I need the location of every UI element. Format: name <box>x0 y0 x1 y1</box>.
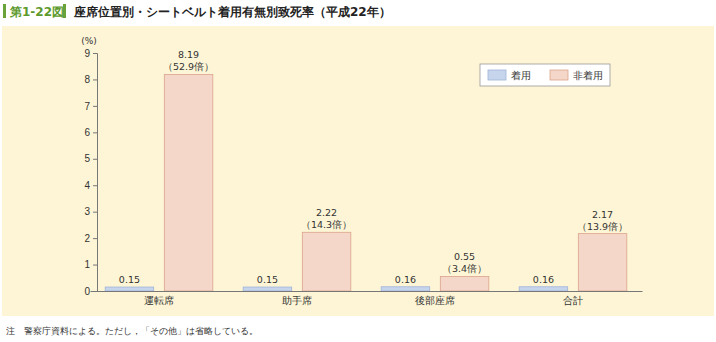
bar <box>519 287 567 291</box>
data-label: 2.22 <box>316 207 337 218</box>
legend-box <box>480 64 610 86</box>
ratio-label: （3.4倍） <box>442 263 487 274</box>
y-tick: 8 <box>84 74 97 85</box>
bar <box>302 232 350 291</box>
y-axis: 0 1 2 3 4 5 6 7 8 9 <box>84 48 97 297</box>
legend-label: 非着用 <box>573 70 603 81</box>
x-tick: 後部座席 <box>415 295 455 306</box>
y-tick: 7 <box>84 101 97 112</box>
data-label: 0.16 <box>533 274 554 285</box>
x-axis-line <box>91 291 643 292</box>
bar <box>105 287 153 291</box>
y-tick-label: 9 <box>84 48 90 59</box>
y-tick-mark <box>93 159 97 160</box>
bar <box>164 74 212 291</box>
data-label: 8.19 <box>178 49 199 60</box>
bar <box>381 287 429 291</box>
ratio-label: （52.9倍） <box>163 61 214 72</box>
y-tick: 9 <box>84 48 97 59</box>
y-tick-mark <box>93 185 97 186</box>
note: 注 警察庁資料による。ただし，「その他」は省略している。 <box>6 326 258 336</box>
header-mark <box>3 4 6 18</box>
figure-label: 第1-22図 <box>9 5 64 19</box>
x-tick-label: 後部座席 <box>415 295 455 306</box>
data-label: 0.16 <box>395 274 416 285</box>
bar <box>440 276 488 291</box>
x-tick: 合計 <box>563 295 583 306</box>
y-tick-mark <box>93 238 97 239</box>
data-label: 0.55 <box>454 251 475 262</box>
ratio-label: （13.9倍） <box>577 221 628 232</box>
y-tick-label: 0 <box>84 286 90 297</box>
legend-label: 着用 <box>511 70 531 81</box>
legend-swatch <box>488 70 506 80</box>
x-axis: 運転席 助手席 後部座席 合計 <box>91 292 643 307</box>
y-axis-title: (%) <box>81 36 97 46</box>
legend-swatch <box>550 70 568 80</box>
x-tick: 助手席 <box>282 295 312 306</box>
y-tick-label: 1 <box>84 259 90 270</box>
y-tick-label: 6 <box>84 127 90 138</box>
legend-item: 非着用 <box>550 70 603 81</box>
y-tick-label: 8 <box>84 74 90 85</box>
y-tick: 3 <box>84 206 97 217</box>
y-tick-label: 7 <box>84 101 90 112</box>
bars <box>105 74 627 291</box>
bar <box>243 287 291 291</box>
data-label: 0.15 <box>257 274 278 285</box>
title: 座席位置別・シートベルト着用有無別致死率（平成22年） <box>73 5 391 19</box>
data-labels: 0.15 0.15 0.16 0.16 （52.9倍）8.19 （14.3倍）2.22 （3… <box>119 49 628 285</box>
y-tick-label: 2 <box>84 233 90 244</box>
ratio-label: （14.3倍） <box>301 219 352 230</box>
y-tick-mark <box>93 265 97 266</box>
y-tick: 1 <box>84 259 97 270</box>
y-tick-mark <box>93 79 97 80</box>
y-tick-mark <box>93 106 97 107</box>
data-label: 2.17 <box>592 209 613 220</box>
legend-item: 着用 <box>488 70 531 81</box>
y-tick-label: 3 <box>84 206 90 217</box>
chart: 第1-22図座席位置別・シートベルト着用有無別致死率（平成22年） 0 1 2 3 4 5 6… <box>0 0 716 342</box>
data-label: 0.15 <box>119 274 140 285</box>
panel <box>2 26 714 316</box>
y-tick-label: 5 <box>84 153 90 164</box>
x-tick-label: 運転席 <box>144 295 174 306</box>
x-tick-label: 助手席 <box>282 295 312 306</box>
legend: 着用 非着用 <box>480 64 610 86</box>
y-tick-mark <box>93 212 97 213</box>
x-tick-label: 合計 <box>563 295 583 306</box>
y-tick: 5 <box>84 153 97 164</box>
y-tick-label: 4 <box>84 180 90 191</box>
x-tick: 運転席 <box>144 295 174 306</box>
y-axis-line <box>93 54 98 292</box>
y-tick: 6 <box>84 127 97 138</box>
bar <box>578 234 626 291</box>
y-tick-mark <box>93 53 97 54</box>
y-tick: 2 <box>84 233 97 244</box>
y-tick: 4 <box>84 180 97 191</box>
y-tick-mark <box>93 132 97 133</box>
